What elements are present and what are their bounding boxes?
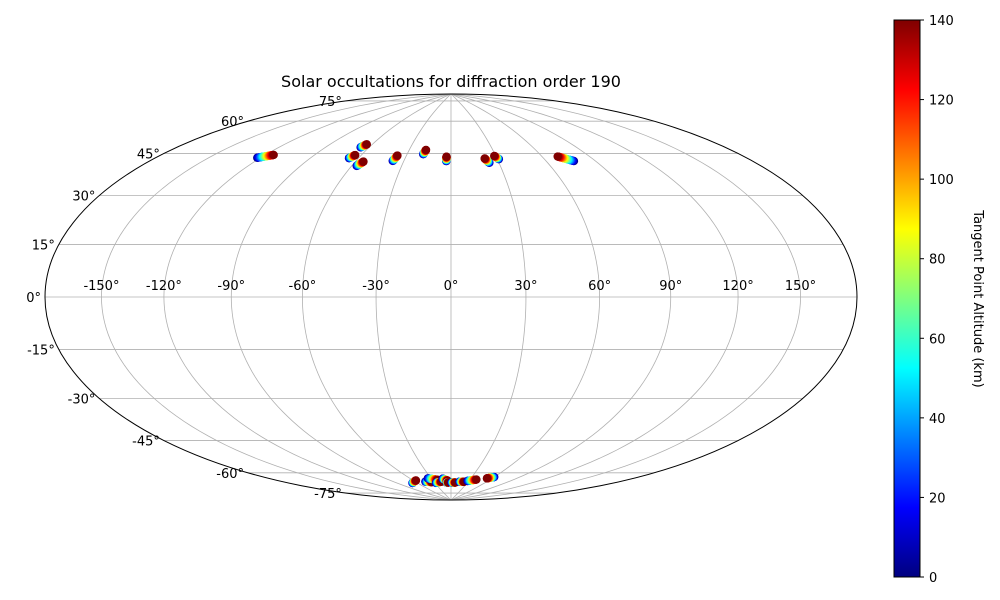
longitude-tick-label: -60° [289,279,317,294]
occultation-point [359,157,368,166]
occultation-point [482,474,492,483]
latitude-tick-label: 30° [72,190,95,205]
latitude-tick-label: 75° [319,95,342,110]
occultation-track [352,157,368,171]
latitude-tick-label: -75° [314,487,342,502]
occultation-track [480,154,494,167]
occultation-point [480,154,489,163]
occultation-track [482,472,499,483]
occultation-track [388,151,402,166]
occultation-point [553,152,562,161]
colorbar-ticks: 0 20 40 60 80 100 120 140 [920,14,954,586]
colorbar-tick-label: 0 [929,571,937,586]
globe-outline [44,93,858,501]
colorbar-tick-label: 20 [929,491,946,506]
occultation-track [442,152,451,166]
latitude-tick-label: -30° [68,393,96,408]
longitude-tick-labels: -150° -120° -90° -60° -30° 0° 30° 60° 90° 120° 150… [83,279,816,294]
colorbar-tick-label: 40 [929,412,946,427]
latitude-tick-label: 45° [137,147,160,162]
occultation-track [463,475,481,486]
colorbar-tick-label: 100 [929,173,954,188]
colorbar-tick-label: 120 [929,94,954,109]
colorbar-label: Tangent Point Altitude (km) [970,209,985,387]
longitude-tick-label: 150° [785,279,816,294]
occultation-track [419,145,431,159]
longitude-tick-label: 120° [722,279,753,294]
occultation-track [408,476,421,488]
longitude-tick-label: -90° [217,279,245,294]
longitude-tick-label: -30° [362,279,390,294]
occultation-track [553,152,579,166]
latitude-tick-label: 60° [221,115,244,130]
occultation-tracks [253,140,579,488]
occultation-track [356,140,371,152]
occultation-track [490,151,504,164]
latitude-tick-label: -15° [27,344,55,359]
occultation-point [421,145,431,155]
latitude-tick-label: -45° [132,435,160,450]
colorbar-tick-label: 60 [929,332,946,347]
colorbar-tick-label: 140 [929,14,954,29]
longitude-tick-label: 60° [588,279,611,294]
colorbar-gradient [893,19,921,578]
colorbar-tick-label: 80 [929,253,946,268]
latitude-tick-label: 0° [26,291,41,306]
occultation-point [393,151,402,160]
latitude-tick-label: 15° [32,238,55,253]
longitude-tick-label: 30° [514,279,537,294]
chart-title: Solar occultations for diffraction order… [281,72,621,91]
occultation-track [344,150,360,163]
longitude-tick-label: -150° [83,279,119,294]
occultation-point [362,140,371,149]
occultation-track [253,150,278,162]
longitude-tick-label: 0° [444,279,459,294]
occultation-point [472,475,481,484]
occultation-point [411,476,421,485]
occultation-point [490,151,499,161]
occultation-point [269,150,278,160]
occultation-point [350,150,360,160]
graticule [45,94,857,500]
longitude-tick-label: -120° [146,279,182,294]
longitude-tick-label: 90° [659,279,682,294]
latitude-tick-labels: 75° 60° 45° 30° 15° 0° -15° -30° -45° -60° -75° [26,95,342,502]
latitude-tick-label: -60° [216,467,244,482]
colorbar: 0 20 40 60 80 100 120 140 Tangent Point Altitud… [893,14,985,586]
occultation-point [442,152,451,161]
